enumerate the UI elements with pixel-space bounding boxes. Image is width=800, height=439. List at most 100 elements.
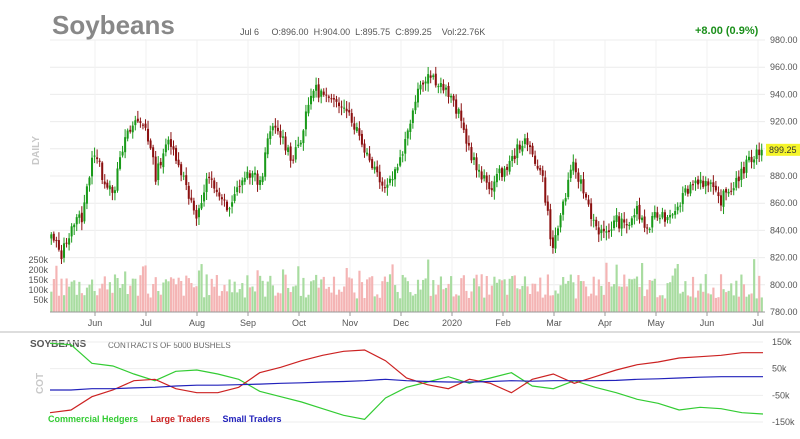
candle-body bbox=[681, 193, 684, 205]
volume-bar bbox=[162, 282, 165, 312]
candle-body bbox=[572, 161, 575, 171]
volume-bar bbox=[108, 282, 111, 312]
volume-bar bbox=[506, 294, 509, 312]
volume-bar bbox=[697, 290, 700, 312]
volume-value: Vol:22.76K bbox=[441, 27, 486, 37]
price-change: +8.00 (0.9%) bbox=[695, 25, 759, 37]
candle-body bbox=[83, 202, 86, 222]
volume-bar bbox=[264, 296, 267, 312]
candle-body bbox=[253, 172, 257, 175]
volume-bar bbox=[149, 297, 152, 312]
volume-tick-label: 100k bbox=[28, 285, 48, 295]
candle-body bbox=[62, 243, 66, 258]
candle-body bbox=[169, 139, 172, 147]
candle-body bbox=[358, 128, 361, 136]
x-tick-label: Jun bbox=[700, 318, 715, 328]
volume-bar bbox=[546, 274, 549, 312]
volume-bar bbox=[309, 281, 313, 312]
volume-bar bbox=[462, 275, 465, 312]
candle-body bbox=[508, 160, 511, 172]
candle-body bbox=[159, 161, 162, 166]
volume-bar bbox=[531, 283, 534, 312]
volume-bar bbox=[248, 287, 252, 312]
candle-body bbox=[279, 130, 282, 138]
candle-body bbox=[345, 108, 348, 112]
volume-bar bbox=[129, 285, 132, 312]
volume-bar bbox=[544, 294, 547, 312]
volume-bar bbox=[96, 295, 99, 312]
candle-body bbox=[129, 129, 132, 132]
volume-bar bbox=[656, 297, 659, 312]
candle-body bbox=[414, 101, 417, 111]
volume-bar bbox=[607, 281, 611, 312]
candle-body bbox=[424, 81, 427, 84]
volume-bar bbox=[722, 289, 725, 312]
candle-body bbox=[307, 104, 310, 114]
volume-bar bbox=[646, 289, 649, 312]
price-tick-label: 880.00 bbox=[770, 171, 798, 181]
volume-bar bbox=[597, 279, 600, 312]
volume-bar bbox=[251, 286, 254, 312]
candle-body bbox=[493, 181, 496, 192]
candle-body bbox=[722, 190, 725, 207]
candle-body bbox=[259, 180, 262, 186]
volume-bar bbox=[689, 296, 692, 312]
candle-body bbox=[353, 123, 356, 130]
candle-body bbox=[368, 153, 371, 161]
volume-bar bbox=[231, 292, 234, 312]
candle-body bbox=[355, 127, 358, 132]
legend-commercial-hedgers: Commercial Hedgers bbox=[48, 414, 139, 424]
candle-body bbox=[386, 184, 389, 188]
price-tick-label: 940.00 bbox=[770, 89, 798, 99]
volume-bar bbox=[332, 276, 336, 312]
candle-body bbox=[75, 217, 78, 225]
bar-date: Jul 6 bbox=[240, 27, 260, 37]
volume-bar bbox=[475, 274, 478, 312]
candle-body bbox=[607, 230, 610, 233]
volume-bar bbox=[628, 278, 631, 312]
candle-body bbox=[383, 187, 386, 189]
candle-body bbox=[513, 155, 516, 160]
candle-body bbox=[694, 180, 697, 184]
candle-body bbox=[577, 172, 580, 182]
price-chart[interactable]: 980.00960.00940.00920.00900.00880.00860.… bbox=[0, 0, 800, 330]
candle-body bbox=[172, 146, 175, 150]
volume-bar bbox=[55, 265, 58, 312]
volume-bar bbox=[325, 288, 328, 312]
volume-bar bbox=[172, 278, 175, 312]
candle-body bbox=[343, 107, 346, 109]
volume-bar bbox=[679, 293, 682, 312]
cot-series-line bbox=[50, 376, 763, 391]
volume-bar bbox=[671, 275, 674, 312]
volume-bar bbox=[694, 297, 697, 312]
candle-body bbox=[656, 212, 659, 218]
candle-body bbox=[500, 168, 504, 178]
candle-body bbox=[643, 216, 646, 228]
volume-bar bbox=[139, 275, 142, 312]
volume-bar bbox=[195, 286, 198, 312]
volume-bar bbox=[577, 275, 580, 312]
candle-body bbox=[478, 169, 481, 172]
volume-bar bbox=[187, 278, 190, 312]
volume-bar bbox=[302, 277, 305, 312]
volume-bar bbox=[528, 293, 532, 312]
ohlc-readout: Jul 6 O:896.00 H:904.00 L:895.75 C:899.2… bbox=[240, 27, 485, 37]
last-price-label: 899.25 bbox=[769, 145, 797, 155]
volume-tick-label: 250k bbox=[28, 255, 48, 265]
candle-body bbox=[139, 121, 142, 123]
candle-body bbox=[465, 128, 468, 144]
candle-body bbox=[546, 201, 549, 211]
volume-bar bbox=[62, 295, 66, 312]
candle-body bbox=[338, 102, 341, 107]
volume-bar bbox=[154, 277, 157, 312]
candle-body bbox=[574, 162, 577, 173]
volume-bar bbox=[292, 286, 295, 312]
volume-bar bbox=[320, 279, 323, 312]
volume-bar bbox=[747, 294, 751, 312]
volume-bar bbox=[434, 294, 437, 312]
cot-chart[interactable]: 150k 50k -50k -150k bbox=[0, 330, 800, 439]
candle-body bbox=[702, 180, 705, 187]
volume-bar bbox=[131, 278, 134, 312]
candle-body bbox=[256, 173, 259, 185]
candle-body bbox=[269, 131, 272, 139]
